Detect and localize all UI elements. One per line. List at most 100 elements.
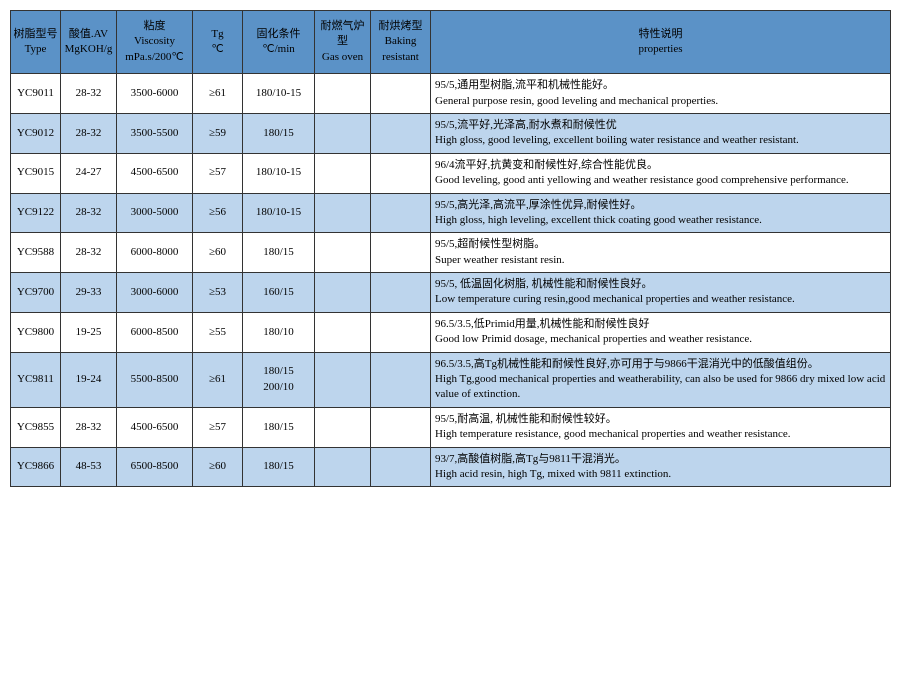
properties-cell: 95/5,高光泽,高流平,厚涂性优异,耐候性好。 High gloss, high… bbox=[431, 193, 891, 233]
header-properties: 特性说明properties bbox=[431, 11, 891, 74]
cure-cell: 180/10-15 bbox=[243, 74, 315, 114]
type-cell: YC9588 bbox=[11, 233, 61, 273]
prop-en: High gloss, good leveling, excellent boi… bbox=[435, 134, 799, 146]
prop-en: High acid resin, high Tg, mixed with 981… bbox=[435, 468, 671, 480]
header-cure: 固化条件℃/min bbox=[243, 11, 315, 74]
properties-cell: 95/5,流平好,光泽高,耐水煮和耐候性优High gloss, good le… bbox=[431, 113, 891, 153]
baking-cell bbox=[371, 193, 431, 233]
prop-zh: 95/5,耐高温, 机械性能和耐候性较好。 bbox=[435, 413, 617, 425]
header-type: 树脂型号Type bbox=[11, 11, 61, 74]
properties-cell: 93/7,高酸值树脂,高Tg与9811干混消光。 High acid resin,… bbox=[431, 447, 891, 487]
av-cell: 28-32 bbox=[61, 74, 117, 114]
header-baking-en: Bakingresistant bbox=[382, 35, 419, 62]
baking-cell bbox=[371, 407, 431, 447]
properties-cell: 95/5,通用型树脂,流平和机械性能好。General purpose resi… bbox=[431, 74, 891, 114]
prop-zh: 95/5,高光泽,高流平,厚涂性优异,耐候性好。 bbox=[435, 199, 642, 211]
av-cell: 19-24 bbox=[61, 352, 117, 407]
tg-cell: ≥57 bbox=[193, 407, 243, 447]
table-row: YC970029-333000-6000≥53160/1595/5, 低温固化树… bbox=[11, 273, 891, 313]
properties-cell: 96.5/3.5,低Primid用量,机械性能和耐候性良好 Good low Pr… bbox=[431, 312, 891, 352]
type-cell: YC9800 bbox=[11, 312, 61, 352]
type-cell: YC9011 bbox=[11, 74, 61, 114]
table-body: YC901128-323500-6000≥61180/10-1595/5,通用型… bbox=[11, 74, 891, 487]
prop-en: Low temperature curing resin,good mechan… bbox=[435, 293, 795, 305]
cure-cell: 180/15 bbox=[243, 233, 315, 273]
cure-cell: 180/15200/10 bbox=[243, 352, 315, 407]
viscosity-cell: 6000-8500 bbox=[117, 312, 193, 352]
av-cell: 28-32 bbox=[61, 113, 117, 153]
type-cell: YC9122 bbox=[11, 193, 61, 233]
prop-en: High gloss, high leveling, excellent thi… bbox=[435, 214, 762, 226]
prop-en: High temperature resistance, good mechan… bbox=[435, 428, 791, 440]
av-cell: 24-27 bbox=[61, 153, 117, 193]
table-row: YC985528-324500-6500≥57180/1595/5,耐高温, 机… bbox=[11, 407, 891, 447]
gas-oven-cell bbox=[315, 447, 371, 487]
baking-cell bbox=[371, 352, 431, 407]
properties-cell: 95/5,超耐候性型树脂。 Super weather resistant res… bbox=[431, 233, 891, 273]
table-row: YC901228-323500-5500≥59180/15 95/5,流平好,光泽… bbox=[11, 113, 891, 153]
header-viscosity: 粘度ViscositymPa.s/200℃ bbox=[117, 11, 193, 74]
table-row: YC901128-323500-6000≥61180/10-15 95/5,通用型… bbox=[11, 74, 891, 114]
prop-zh: 96.5/3.5,低Primid用量,机械性能和耐候性良好 bbox=[435, 318, 650, 330]
cure-cell: 180/15 bbox=[243, 407, 315, 447]
cure-cell: 160/15 bbox=[243, 273, 315, 313]
table-header-row: 树脂型号Type 酸值.AVMgKOH/g 粘度ViscositymPa.s/2… bbox=[11, 11, 891, 74]
table-row: YC958828-326000-8000≥60180/15 95/5,超耐候性型树… bbox=[11, 233, 891, 273]
gas-oven-cell bbox=[315, 273, 371, 313]
cure-cell: 180/10 bbox=[243, 312, 315, 352]
properties-cell: 96/4流平好,抗黄变和耐候性好,综合性能优良。 Good leveling, g… bbox=[431, 153, 891, 193]
gas-oven-cell bbox=[315, 407, 371, 447]
tg-cell: ≥60 bbox=[193, 447, 243, 487]
prop-en: Good leveling, good anti yellowing and w… bbox=[435, 174, 849, 186]
baking-cell bbox=[371, 113, 431, 153]
type-cell: YC9700 bbox=[11, 273, 61, 313]
table-row: YC901524-274500-6500≥57180/10-15 96/4流平好,… bbox=[11, 153, 891, 193]
baking-cell bbox=[371, 233, 431, 273]
tg-cell: ≥56 bbox=[193, 193, 243, 233]
viscosity-cell: 5500-8500 bbox=[117, 352, 193, 407]
prop-zh: 95/5,通用型树脂,流平和机械性能好。 bbox=[435, 79, 614, 91]
av-cell: 28-32 bbox=[61, 407, 117, 447]
type-cell: YC9866 bbox=[11, 447, 61, 487]
viscosity-cell: 6500-8500 bbox=[117, 447, 193, 487]
cure-cell: 180/15 bbox=[243, 113, 315, 153]
header-gas-oven: 耐燃气炉型Gas oven bbox=[315, 11, 371, 74]
type-cell: YC9015 bbox=[11, 153, 61, 193]
resin-properties-table: 树脂型号Type 酸值.AVMgKOH/g 粘度ViscositymPa.s/2… bbox=[10, 10, 891, 487]
prop-zh: 95/5, 低温固化树脂, 机械性能和耐候性良好。 bbox=[435, 278, 653, 290]
table-row: YC980019-256000-8500≥55180/1096.5/3.5,低P… bbox=[11, 312, 891, 352]
tg-cell: ≥57 bbox=[193, 153, 243, 193]
tg-cell: ≥61 bbox=[193, 74, 243, 114]
prop-en: Good low Primid dosage, mechanical prope… bbox=[435, 333, 752, 345]
viscosity-cell: 3500-5500 bbox=[117, 113, 193, 153]
prop-en: Super weather resistant resin. bbox=[435, 254, 565, 266]
prop-zh: 95/5,超耐候性型树脂。 bbox=[435, 238, 545, 250]
gas-oven-cell bbox=[315, 312, 371, 352]
prop-zh: 96/4流平好,抗黄变和耐候性好,综合性能优良。 bbox=[435, 159, 658, 171]
viscosity-cell: 3000-6000 bbox=[117, 273, 193, 313]
gas-oven-cell bbox=[315, 153, 371, 193]
av-cell: 29-33 bbox=[61, 273, 117, 313]
table-row: YC912228-323000-5000≥56180/10-15 95/5,高光泽… bbox=[11, 193, 891, 233]
viscosity-cell: 6000-8000 bbox=[117, 233, 193, 273]
baking-cell bbox=[371, 312, 431, 352]
tg-cell: ≥60 bbox=[193, 233, 243, 273]
properties-cell: 95/5,耐高温, 机械性能和耐候性较好。 High temperature re… bbox=[431, 407, 891, 447]
cure-cell: 180/10-15 bbox=[243, 193, 315, 233]
av-cell: 28-32 bbox=[61, 193, 117, 233]
viscosity-cell: 4500-6500 bbox=[117, 153, 193, 193]
cure-cell: 180/10-15 bbox=[243, 153, 315, 193]
gas-oven-cell bbox=[315, 352, 371, 407]
viscosity-cell: 3500-6000 bbox=[117, 74, 193, 114]
table-row: YC981119-245500-8500≥61180/15200/1096.5/… bbox=[11, 352, 891, 407]
gas-oven-cell bbox=[315, 233, 371, 273]
tg-cell: ≥61 bbox=[193, 352, 243, 407]
tg-cell: ≥59 bbox=[193, 113, 243, 153]
type-cell: YC9012 bbox=[11, 113, 61, 153]
viscosity-cell: 3000-5000 bbox=[117, 193, 193, 233]
baking-cell bbox=[371, 153, 431, 193]
properties-cell: 95/5, 低温固化树脂, 机械性能和耐候性良好。 Low temperature… bbox=[431, 273, 891, 313]
av-cell: 28-32 bbox=[61, 233, 117, 273]
header-viscosity-en: ViscositymPa.s/200℃ bbox=[125, 35, 184, 62]
prop-zh: 93/7,高酸值树脂,高Tg与9811干混消光。 bbox=[435, 453, 626, 465]
